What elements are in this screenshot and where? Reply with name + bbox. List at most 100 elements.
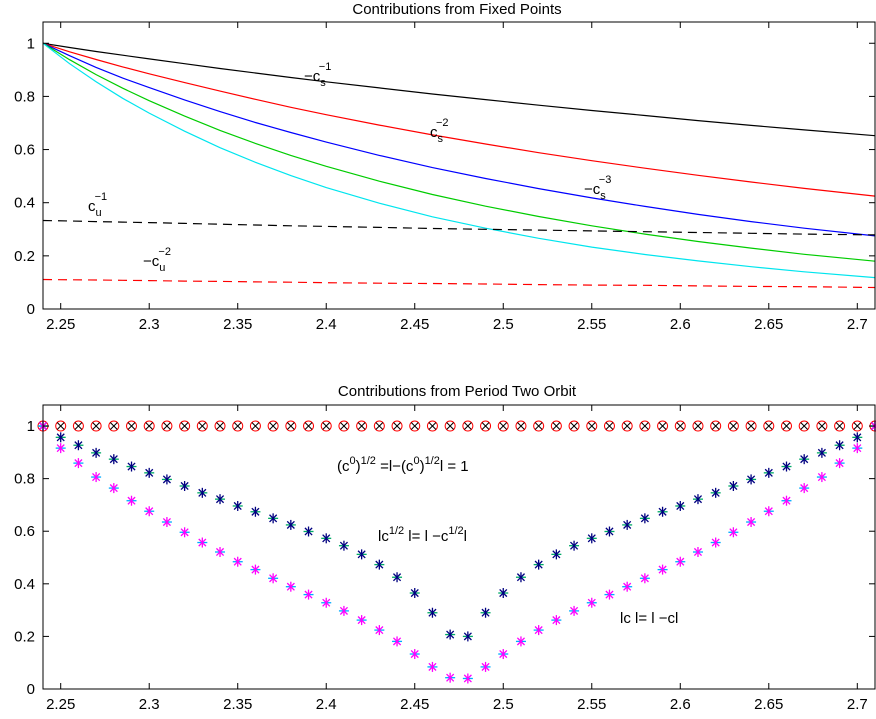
series-1-point	[551, 549, 562, 560]
svg-text:cs−2: cs −2	[430, 117, 449, 145]
series-2-point	[781, 495, 792, 506]
series-0-point	[639, 420, 651, 432]
annotation-minus-cu-inv2: −cu −2	[143, 246, 171, 274]
series-1-point	[657, 506, 668, 517]
bottom-ytick-label: 1	[27, 418, 35, 435]
top-chart-title: Contributions from Fixed Points	[352, 1, 561, 18]
series-1-point	[675, 500, 686, 511]
series-2-point	[834, 458, 845, 469]
series-1-point	[586, 533, 597, 544]
top-xtick-label: 2.65	[754, 316, 783, 333]
series-0-point	[621, 420, 633, 432]
series-1-point	[303, 526, 314, 537]
series-2-point	[498, 649, 509, 660]
series-0-point	[356, 420, 368, 432]
svg-text:lc1/2 l= l −c1/2l: lc1/2 l= l −c1/2l	[378, 525, 467, 545]
top-xtick-label: 2.25	[46, 316, 75, 333]
svg-text:(c0)1/2 =l−(c0)1/2l = 1: (c0)1/2 =l−(c0)1/2l = 1	[337, 455, 469, 475]
series-2-point	[161, 517, 172, 528]
series-1-point	[215, 494, 226, 505]
top-xtick-label: 2.4	[316, 316, 337, 333]
bottom-xtick-label: 2.4	[316, 696, 337, 713]
series-2-point	[569, 605, 580, 616]
series-2-point	[728, 527, 739, 538]
bottom-xtick-label: 2.45	[400, 696, 429, 713]
series-2-point	[197, 537, 208, 548]
series-0-point	[249, 420, 261, 432]
series-line-6	[42, 278, 876, 289]
bottom-ytick-label: 0.6	[14, 523, 35, 540]
series-2-point	[73, 458, 84, 469]
series-1-point	[498, 588, 509, 599]
series-2-point	[392, 636, 403, 647]
top-ticks: 2.25 2.3 2.35 2.4 2.45 2.5 2.55 2.6 2.65 2.7 0 0.2 0…	[14, 22, 875, 333]
series-0-point	[674, 420, 686, 432]
bottom-xtick-label: 2.55	[577, 696, 606, 713]
series-0-point	[710, 420, 722, 432]
series-1-point	[746, 474, 757, 485]
series-2-point	[285, 581, 296, 592]
series-2-point	[639, 573, 650, 584]
series-0-point	[568, 420, 580, 432]
series-1-point	[799, 454, 810, 465]
annotation-text: −c	[143, 253, 160, 270]
bottom-ytick-label: 0.2	[14, 628, 35, 645]
svg-text:−cu−2: −cu −2	[143, 246, 171, 274]
series-1-point	[604, 526, 615, 537]
bottom-xtick-label: 2.6	[670, 696, 691, 713]
series-0-point	[409, 420, 421, 432]
series-0-point	[444, 420, 456, 432]
series-0-point	[603, 420, 615, 432]
series-2-point	[91, 472, 102, 483]
bottom-ytick-label: 0.4	[14, 576, 35, 593]
annotation-minus-cs-inv3: −cs −3	[584, 174, 611, 202]
series-2-point	[250, 564, 261, 575]
series-2-point	[409, 649, 420, 660]
series-1-point	[427, 607, 438, 618]
series-1-point	[763, 467, 774, 478]
bottom-ytick-label: 0	[27, 681, 35, 698]
series-line-5	[42, 219, 876, 236]
series-0-point	[90, 420, 102, 432]
series-2-point	[675, 556, 686, 567]
series-2-point	[604, 589, 615, 600]
series-1-point	[622, 519, 633, 530]
series-line-1	[42, 42, 876, 197]
series-1-point	[73, 440, 84, 451]
series-0-point	[657, 420, 669, 432]
series-0-point	[391, 420, 403, 432]
series-2-point	[445, 672, 456, 683]
series-0-point	[745, 420, 757, 432]
series-1-point	[569, 540, 580, 551]
series-2-point	[144, 506, 155, 517]
series-2-point	[816, 472, 827, 483]
series-1-point	[108, 454, 119, 465]
bottom-ticks: 2.25 2.3 2.35 2.4 2.45 2.5 2.55 2.6 2.65 2.7 0 0.2 0…	[14, 405, 875, 713]
annotation-text: −c	[304, 68, 321, 85]
annotation-sup: −2	[158, 246, 171, 258]
bottom-plot-area	[37, 420, 876, 684]
series-0-point	[196, 420, 208, 432]
annotation-sub: u	[159, 262, 165, 274]
annotation-c-half: lc1/2 l= l −c1/2l	[378, 525, 467, 545]
annotation-sup: −3	[599, 174, 612, 186]
top-ytick-label: 0.6	[14, 142, 35, 159]
series-1-point	[197, 487, 208, 498]
annotation-sub: s	[320, 77, 326, 89]
series-1-point	[285, 519, 296, 530]
bottom-xtick-label: 2.25	[46, 696, 75, 713]
series-0-point	[126, 420, 138, 432]
series-1-point	[179, 480, 190, 491]
series-0-point	[515, 420, 527, 432]
series-0-point	[798, 420, 810, 432]
series-2-point	[179, 527, 190, 538]
series-1-point	[533, 559, 544, 570]
bottom-xtick-label: 2.7	[847, 696, 868, 713]
series-1-point	[321, 533, 332, 544]
series-0-point	[232, 420, 244, 432]
series-line-3	[42, 42, 876, 262]
series-line-4	[42, 42, 876, 279]
series-1-point	[161, 474, 172, 485]
series-2-point	[515, 636, 526, 647]
annotation-text: c	[88, 198, 96, 215]
